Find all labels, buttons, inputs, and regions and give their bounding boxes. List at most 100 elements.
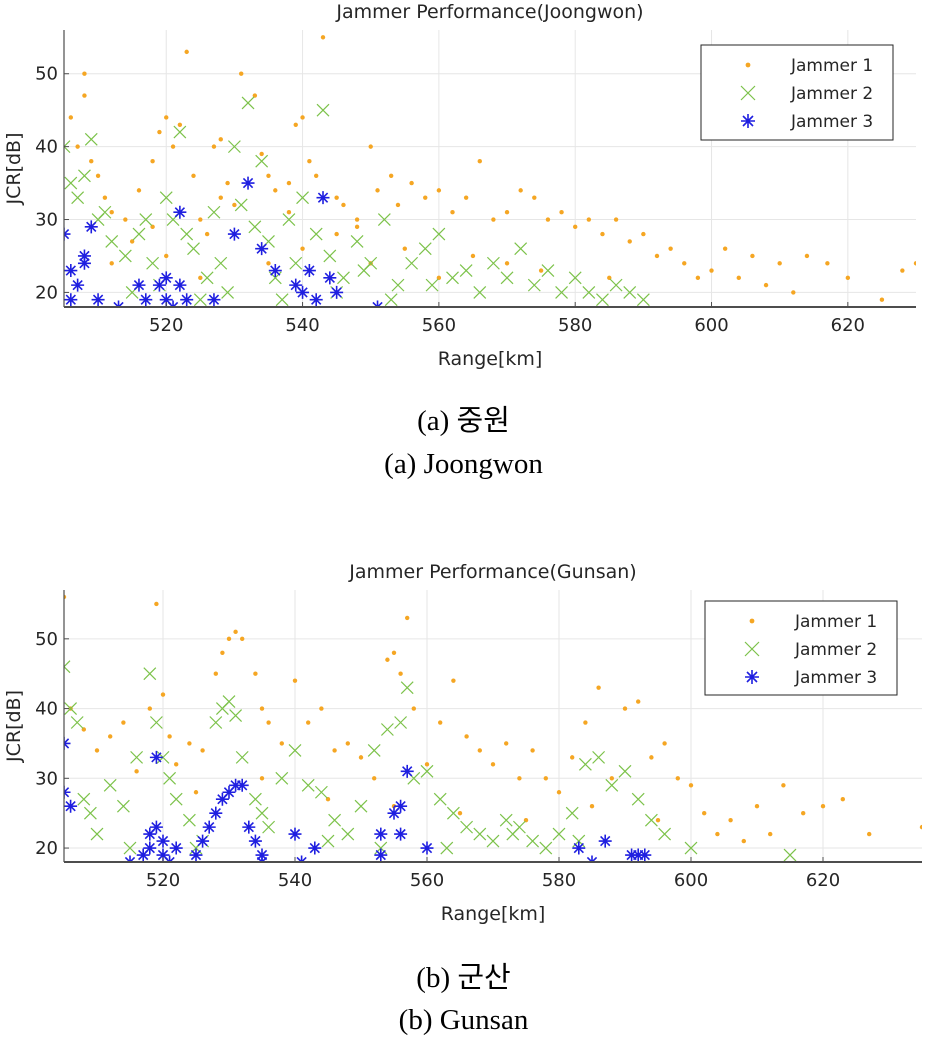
data-point-jammer2 (460, 820, 474, 834)
data-point-jammer3 (91, 293, 105, 307)
data-point-jammer1 (825, 261, 830, 266)
data-point-jammer1 (391, 804, 397, 809)
data-point-jammer1 (504, 261, 510, 266)
data-point-jammer2 (357, 264, 371, 277)
data-point-jammer3 (631, 848, 645, 862)
data-point-jammer2 (64, 176, 78, 190)
data-point-jammer2 (316, 103, 330, 117)
data-point-jammer1 (543, 776, 548, 781)
data-point-jammer3 (242, 820, 256, 834)
data-point-jammer2 (541, 264, 555, 277)
x-tick-label: 580 (558, 315, 592, 336)
data-point-jammer2 (130, 750, 144, 764)
data-point-jammer1 (164, 253, 169, 259)
data-point-jammer3 (302, 264, 316, 278)
data-point-jammer2 (64, 702, 78, 715)
data-point-jammer1 (174, 762, 179, 767)
data-point-jammer2 (367, 743, 381, 757)
data-point-jammer1 (573, 224, 578, 230)
data-point-jammer3 (330, 285, 344, 299)
data-point-jammer1 (332, 748, 337, 753)
data-point-jammer1 (89, 159, 94, 164)
data-point-jammer3 (173, 205, 187, 219)
data-point-jammer1 (167, 734, 172, 739)
data-point-jammer2 (384, 293, 398, 307)
data-point-jammer1 (709, 268, 714, 273)
data-point-jammer2 (377, 213, 391, 226)
legend-marker-jammer1 (745, 62, 751, 68)
chart-panel-gunsan: Jammer Performance(Gunsan) 520 540 560 580 60… (0, 548, 927, 1043)
data-point-jammer1 (464, 734, 469, 739)
data-point-jammer1 (225, 180, 230, 186)
data-point-jammer3 (139, 293, 153, 307)
data-point-jammer2 (105, 234, 119, 248)
data-point-jammer1 (741, 838, 746, 844)
data-point-jammer1 (354, 224, 360, 230)
data-point-jammer1 (266, 261, 271, 266)
data-point-jammer2 (248, 792, 262, 806)
data-point-jammer1 (136, 188, 142, 193)
data-point-jammer1 (702, 810, 707, 816)
data-point-jammer2 (90, 827, 104, 841)
data-point-jammer3 (229, 778, 243, 792)
data-point-jammer1 (804, 253, 810, 259)
data-point-jammer1 (754, 804, 760, 809)
data-point-jammer3 (77, 256, 91, 270)
data-point-jammer2 (446, 806, 460, 820)
data-point-jammer1 (198, 217, 203, 222)
data-point-jammer1 (402, 246, 407, 251)
data-point-jammer1 (184, 49, 189, 55)
data-point-jammer1 (218, 137, 223, 142)
data-point-jammer1 (801, 810, 806, 816)
data-point-jammer2 (605, 778, 619, 792)
data-point-jammer3 (638, 848, 652, 862)
data-point-jammer2 (555, 285, 568, 299)
y-tick-label: 50 (35, 629, 58, 650)
data-point-jammer1 (470, 253, 476, 259)
data-point-jammer2 (328, 813, 342, 827)
data-point-jammer1 (570, 755, 575, 760)
data-point-jammer1 (457, 810, 463, 816)
data-point-jammer1 (477, 159, 482, 164)
data-point-jammer1 (320, 35, 326, 40)
data-point-jammer3 (374, 827, 388, 841)
data-point-jammer1 (109, 261, 114, 266)
chart-title: Jammer Performance(Gunsan) (348, 561, 636, 583)
data-point-jammer2 (227, 140, 241, 154)
data-point-jammer1 (436, 188, 442, 193)
data-point-jammer2 (644, 813, 658, 827)
caption-english: (b) Gunsan (398, 1004, 529, 1036)
x-tick-label: 560 (410, 870, 444, 891)
data-point-jammer2 (84, 132, 98, 146)
data-point-jammer1 (375, 188, 380, 193)
data-point-jammer2 (234, 198, 248, 212)
data-point-jammer2 (173, 125, 187, 139)
data-point-jammer2 (783, 848, 797, 862)
data-point-jammer1 (82, 71, 87, 76)
data-point-jammer2 (229, 709, 243, 722)
data-point-jammer2 (321, 834, 335, 848)
data-point-jammer1 (388, 173, 394, 178)
data-point-jammer3 (215, 792, 229, 806)
data-point-jammer1 (372, 776, 377, 781)
data-point-jammer1 (300, 115, 305, 120)
data-point-jammer3 (77, 249, 91, 263)
data-point-jammer1 (636, 699, 641, 704)
data-point-jammer2 (618, 764, 632, 778)
data-point-jammer2 (499, 813, 513, 827)
data-point-jammer2 (139, 213, 153, 226)
data-point-jammer1 (675, 776, 680, 781)
data-point-jammer1 (518, 188, 523, 193)
data-point-jammer1 (768, 831, 773, 837)
data-point-jammer1 (398, 671, 403, 676)
data-point-jammer1 (688, 783, 694, 788)
data-point-jammer2 (296, 191, 309, 205)
data-point-jammer3 (248, 834, 262, 848)
data-point-jammer2 (209, 716, 223, 729)
data-point-jammer1 (259, 151, 264, 157)
y-tick-label: 30 (35, 210, 58, 231)
data-point-jammer3 (598, 834, 612, 848)
data-point-jammer1 (187, 741, 192, 746)
data-point-jammer2 (64, 660, 71, 674)
data-point-jammer1 (450, 210, 455, 215)
